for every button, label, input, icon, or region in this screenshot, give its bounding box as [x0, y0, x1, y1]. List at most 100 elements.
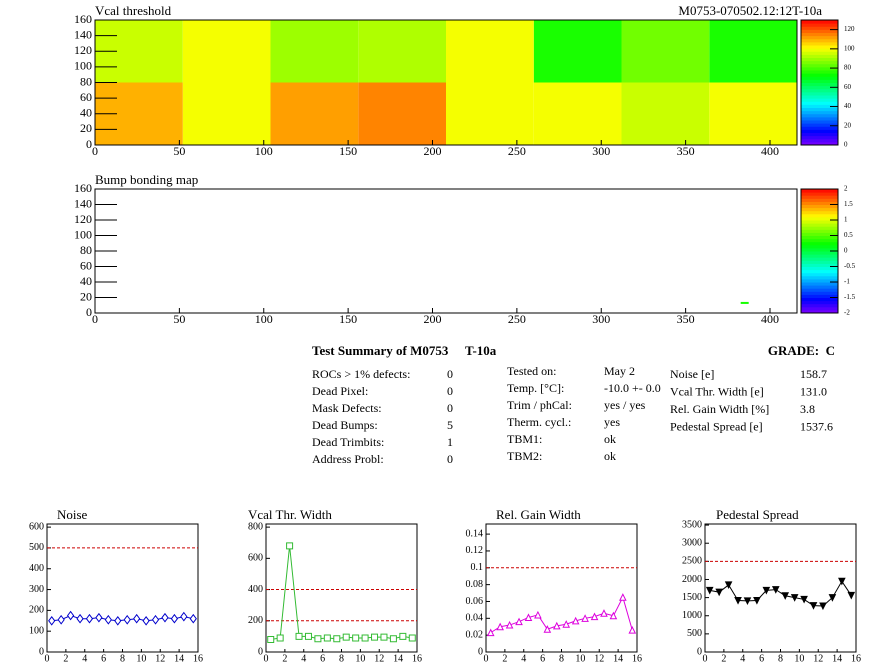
data-point — [323, 634, 331, 642]
data-point — [705, 586, 714, 595]
data-point — [619, 593, 627, 601]
colorbar-tick-label: 40 — [844, 102, 852, 110]
frame — [485, 523, 638, 653]
colorbar-band — [801, 207, 838, 212]
summary-value: -10.0 +- 0.0 — [604, 381, 661, 395]
x-tick-label: 400 — [761, 144, 779, 158]
heatmap-cell — [533, 20, 622, 83]
x-tick-label: 10 — [355, 653, 365, 664]
colorbar-band — [801, 278, 838, 283]
y-tick-label: 0 — [697, 646, 702, 657]
colorbar-band — [801, 244, 838, 249]
colorbar-band — [801, 95, 838, 99]
colorbar-tick-label: 1.5 — [844, 200, 853, 208]
x-tick-label: 4 — [740, 653, 745, 664]
data-point — [123, 614, 131, 625]
data-point — [180, 611, 188, 622]
colorbar-band — [801, 257, 838, 261]
data-point — [333, 635, 341, 643]
data-point — [85, 613, 94, 624]
x-tick-label: 2 — [282, 653, 287, 664]
data-point — [361, 634, 369, 642]
colorbar-band — [801, 82, 838, 87]
y-tick-label: 0 — [86, 137, 92, 151]
x-tick-label: 50 — [173, 144, 185, 158]
x-tick-label: 6 — [320, 653, 325, 664]
data-point — [743, 597, 752, 605]
summary-label: Dead Pixel: — [312, 384, 368, 398]
data-point — [781, 592, 790, 600]
data-point — [304, 632, 312, 640]
y-tick-label: 3000 — [682, 538, 702, 549]
colorbar-band — [801, 51, 838, 55]
data-point — [151, 614, 160, 625]
data-point — [609, 611, 618, 620]
colorbar-band — [801, 291, 838, 295]
x-tick-label: 10 — [575, 653, 585, 664]
y-tick-label: 120 — [74, 43, 92, 57]
colorbar-band — [801, 192, 838, 196]
colorbar-band — [801, 79, 838, 83]
colorbar-tick-label: -1 — [844, 278, 850, 286]
y-tick-label: 0.04 — [466, 613, 484, 624]
x-tick-label: 250 — [508, 312, 526, 326]
colorbar-band — [801, 135, 838, 140]
summary-value: yes / yes — [604, 398, 646, 412]
data-point — [809, 602, 818, 610]
colorbar-band — [801, 41, 838, 46]
y-tick-label: 0 — [86, 305, 92, 319]
data-point — [486, 628, 495, 637]
colorbar-band — [801, 263, 838, 267]
x-tick-label: 16 — [851, 653, 861, 664]
colorbar-tick-label: -2 — [844, 309, 850, 317]
colorbar-tick-label: -0.5 — [844, 262, 856, 270]
chart-title: Rel. Gain Width — [496, 507, 581, 522]
summary-label: TBM1: — [507, 432, 542, 446]
data-point — [800, 595, 808, 604]
series-line — [270, 545, 413, 641]
x-tick-label: 14 — [393, 653, 403, 664]
data-point — [161, 612, 169, 623]
colorbar-band — [801, 48, 838, 52]
colorbar-band — [801, 223, 838, 227]
y-tick-label: 0.14 — [466, 528, 484, 539]
y-tick-label: 200 — [29, 605, 44, 616]
frame — [94, 188, 798, 314]
data-point — [95, 612, 103, 623]
heatmap-cell — [358, 82, 446, 145]
x-tick-label: 0 — [264, 653, 269, 664]
summary-value: ok — [604, 449, 616, 463]
x-tick-label: 0 — [703, 653, 708, 664]
summary-label: Trim / phCal: — [507, 398, 572, 412]
data-point — [48, 615, 56, 626]
colorbar-tick-label: 120 — [844, 25, 855, 33]
summary-label: Rel. Gain Width [%] — [670, 402, 769, 416]
summary-value: yes — [604, 415, 620, 429]
data-point — [267, 636, 275, 644]
y-tick-label: 300 — [29, 584, 44, 595]
data-point — [505, 620, 514, 629]
colorbar-band — [801, 285, 838, 289]
data-point — [57, 614, 65, 625]
colorbar-band — [801, 20, 838, 24]
colorbar-tick-label: 20 — [844, 121, 852, 129]
x-tick-label: 150 — [339, 312, 357, 326]
x-tick-label: 350 — [677, 144, 695, 158]
colorbar-band — [801, 138, 838, 143]
heatmap-cell — [182, 82, 271, 145]
heatmap-cell — [270, 20, 359, 83]
colorbar-band — [801, 198, 838, 202]
colorbar-band — [801, 254, 838, 258]
data-point — [819, 602, 827, 611]
data-point — [342, 633, 350, 641]
colorbar-band — [801, 98, 838, 102]
y-tick-label: 0.06 — [466, 596, 484, 607]
y-tick-label: 100 — [74, 227, 92, 241]
heatmap-cell — [709, 82, 797, 145]
y-tick-label: 20 — [80, 121, 92, 135]
x-tick-label: 14 — [613, 653, 623, 664]
x-tick-label: 350 — [677, 312, 695, 326]
y-tick-label: 0.12 — [466, 545, 484, 556]
colorbar-band — [801, 63, 838, 68]
